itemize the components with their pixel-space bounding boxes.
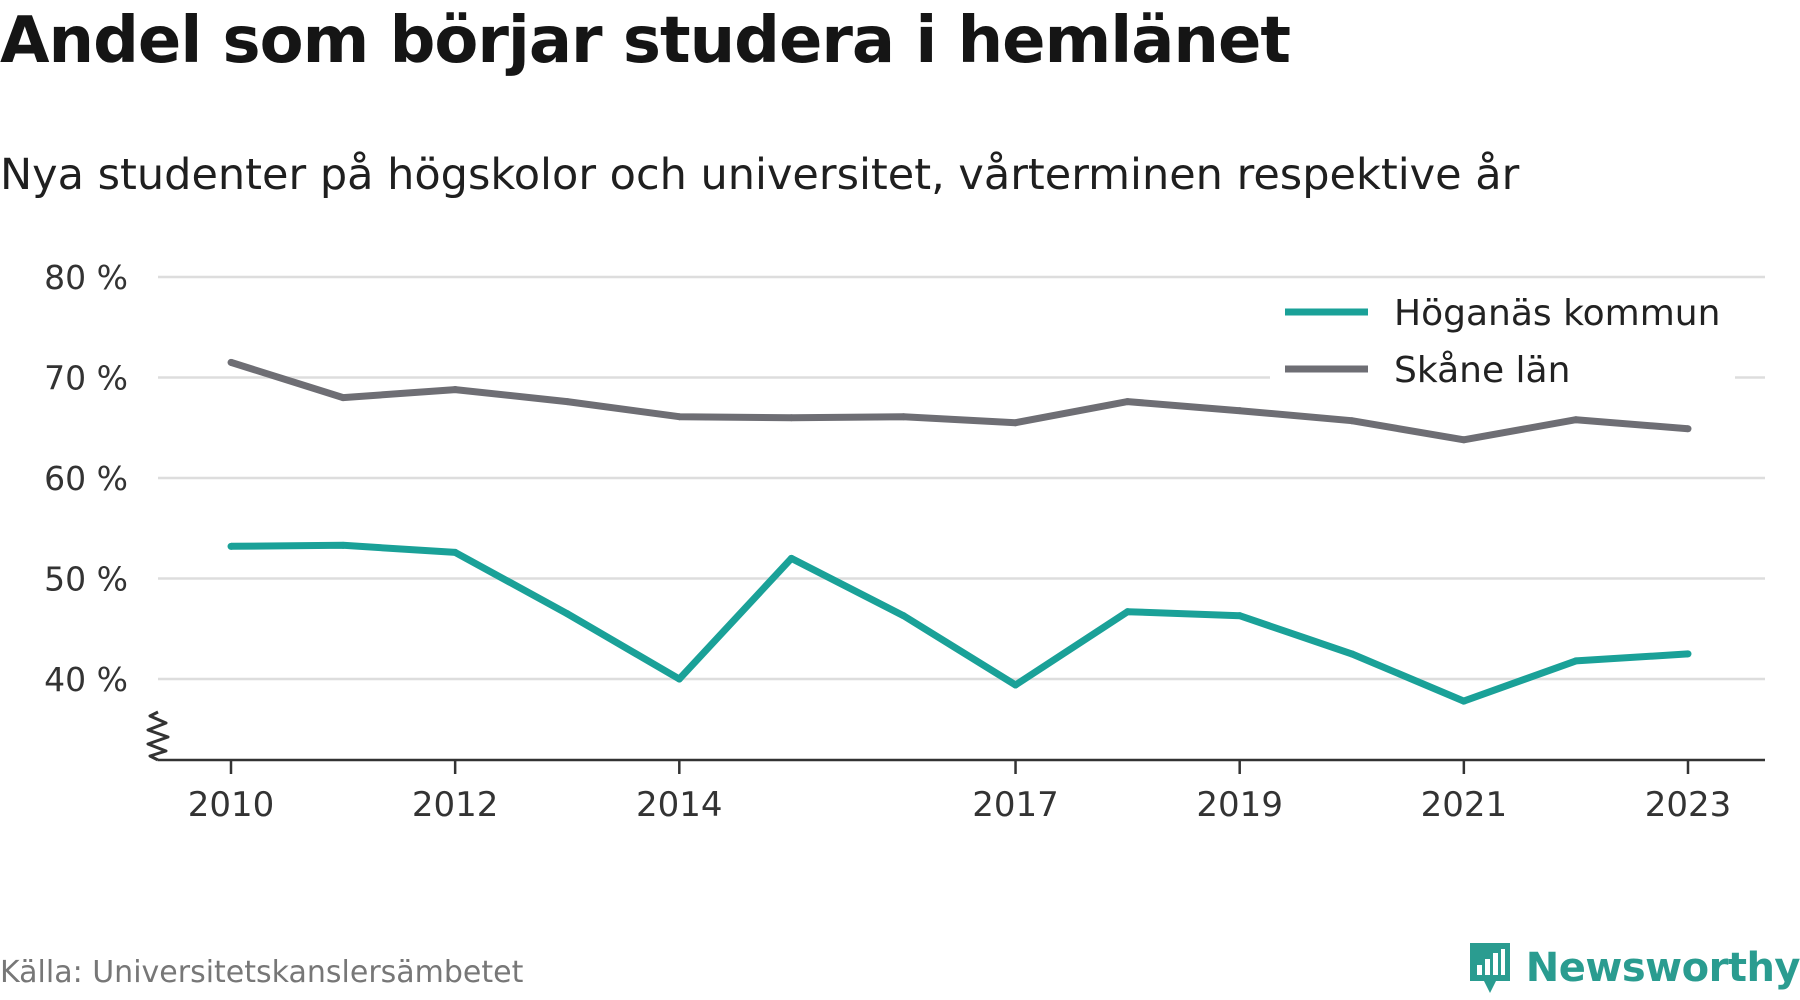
data-point bbox=[1572, 416, 1580, 424]
data-point bbox=[1572, 657, 1580, 665]
x-tick-label: 2023 bbox=[1645, 785, 1732, 825]
data-point bbox=[1012, 681, 1020, 689]
x-axis: 2010 2012 2014 2017 2019 2021 2023 bbox=[158, 758, 1765, 825]
y-tick-label: 60 % bbox=[44, 459, 128, 498]
data-point bbox=[563, 398, 571, 406]
data-point bbox=[227, 542, 235, 550]
data-point bbox=[1684, 650, 1692, 658]
legend: Höganäs kommun Skåne län bbox=[1270, 290, 1735, 402]
data-point bbox=[339, 394, 347, 402]
chart-subtitle: Nya studenter på högskolor och universit… bbox=[0, 150, 1520, 200]
data-point bbox=[451, 548, 459, 556]
data-point bbox=[1684, 425, 1692, 433]
data-point bbox=[1348, 650, 1356, 658]
data-point bbox=[1460, 436, 1468, 444]
data-point bbox=[899, 612, 907, 620]
x-tick-label: 2021 bbox=[1421, 785, 1508, 825]
data-point bbox=[675, 675, 683, 683]
legend-label: Skåne län bbox=[1394, 350, 1570, 391]
data-point bbox=[1012, 419, 1020, 427]
data-point bbox=[1124, 398, 1132, 406]
x-tick-label: 2019 bbox=[1196, 785, 1283, 825]
data-point bbox=[563, 610, 571, 618]
y-axis-labels: 40 % 50 % 60 % 70 % 80 % bbox=[44, 258, 128, 699]
chart-title: Andel som börjar studera i hemlänet bbox=[0, 4, 1291, 78]
data-point bbox=[675, 413, 683, 421]
y-tick-label: 70 % bbox=[44, 359, 128, 398]
x-tick-label: 2014 bbox=[636, 785, 723, 825]
data-point bbox=[899, 413, 907, 421]
series-line-skane bbox=[229, 359, 1689, 444]
data-point bbox=[339, 541, 347, 549]
data-point bbox=[1124, 608, 1132, 616]
axis-break-icon bbox=[146, 710, 170, 762]
series-lines bbox=[227, 358, 1692, 705]
data-point bbox=[1348, 417, 1356, 425]
brand-name: Newsworthy bbox=[1525, 945, 1800, 991]
data-point bbox=[787, 554, 795, 562]
data-point bbox=[1460, 697, 1468, 705]
y-tick-label: 50 % bbox=[44, 560, 128, 599]
x-tick-label: 2010 bbox=[188, 785, 275, 825]
axis-break-zigzag bbox=[146, 710, 170, 762]
data-point bbox=[1236, 407, 1244, 415]
data-point bbox=[1236, 612, 1244, 620]
y-tick-label: 40 % bbox=[44, 660, 128, 699]
brand: Newsworthy bbox=[1466, 938, 1800, 998]
data-point bbox=[787, 414, 795, 422]
source-note: Källa: Universitetskanslersämbetet bbox=[0, 955, 524, 990]
x-tick-label: 2017 bbox=[972, 785, 1059, 825]
x-tick-label: 2012 bbox=[412, 785, 499, 825]
series-line-hoganas bbox=[230, 541, 1689, 705]
newsworthy-logo-icon bbox=[1469, 943, 1510, 993]
data-point bbox=[227, 358, 235, 366]
data-point bbox=[451, 386, 459, 394]
y-tick-label: 80 % bbox=[44, 258, 128, 297]
legend-label: Höganäs kommun bbox=[1394, 293, 1720, 334]
